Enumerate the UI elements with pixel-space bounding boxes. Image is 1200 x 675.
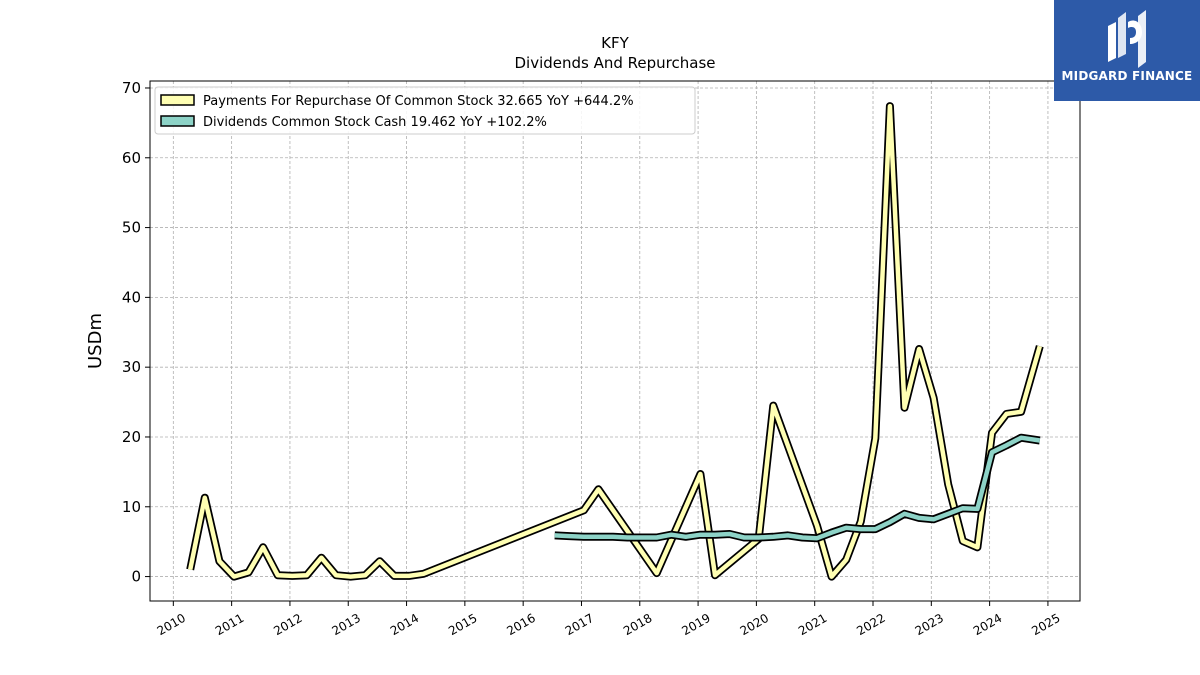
x-tick-label: 2015 bbox=[446, 611, 479, 638]
y-axis: 0 10 20 30 40 50 60 70 bbox=[122, 79, 150, 586]
logo-text: MIDGARD FINANCE bbox=[1061, 69, 1193, 83]
chart-title: KFY bbox=[601, 34, 629, 52]
y-axis-label: USDm bbox=[85, 313, 106, 369]
x-tick-label: 2021 bbox=[796, 611, 829, 638]
y-tick-label: 10 bbox=[122, 498, 141, 516]
y-tick-label: 70 bbox=[122, 79, 141, 97]
grid bbox=[150, 81, 1080, 601]
x-tick-label: 2012 bbox=[271, 611, 304, 638]
y-tick-label: 20 bbox=[122, 428, 141, 446]
x-tick-label: 2019 bbox=[679, 611, 712, 638]
legend-swatch bbox=[160, 94, 195, 106]
x-tick-label: 2010 bbox=[155, 611, 188, 638]
x-tick-label: 2014 bbox=[388, 611, 421, 638]
plot-frame bbox=[149, 80, 1081, 602]
series-line bbox=[187, 103, 1042, 579]
midgard-logo: MIDGARD FINANCE bbox=[1054, 0, 1200, 101]
legend-swatch bbox=[160, 115, 195, 127]
series-line-outline bbox=[186, 102, 1044, 581]
x-tick-label: 2017 bbox=[563, 611, 596, 638]
series-0 bbox=[186, 102, 1044, 581]
x-axis: 2010 2011 2012 2013 2014 2015 2016 2017 2018 2019… bbox=[155, 601, 1063, 638]
x-tick-label: 2013 bbox=[330, 611, 363, 638]
series-1 bbox=[554, 433, 1041, 543]
x-tick-label: 2016 bbox=[504, 611, 537, 638]
chart-subtitle: Dividends And Repurchase bbox=[514, 54, 715, 72]
y-tick-label: 60 bbox=[122, 149, 141, 167]
series-line-outline bbox=[554, 433, 1041, 543]
x-tick-label: 2024 bbox=[971, 611, 1004, 638]
y-tick-label: 50 bbox=[122, 219, 141, 237]
legend-label: Payments For Repurchase Of Common Stock … bbox=[203, 94, 634, 109]
midgard-logo-icon bbox=[1108, 10, 1146, 68]
x-tick-label: 2018 bbox=[621, 611, 654, 638]
series-line bbox=[554, 435, 1041, 541]
x-tick-label: 2025 bbox=[1029, 611, 1062, 638]
legend-label: Dividends Common Stock Cash 19.462 YoY +… bbox=[203, 115, 547, 130]
x-tick-label: 2020 bbox=[738, 611, 771, 638]
y-tick-label: 30 bbox=[122, 358, 141, 376]
legend-box bbox=[154, 86, 696, 135]
x-tick-label: 2011 bbox=[213, 611, 246, 638]
legend: Payments For Repurchase Of Common Stock … bbox=[154, 86, 696, 135]
y-tick-label: 0 bbox=[131, 568, 141, 586]
x-tick-label: 2022 bbox=[854, 611, 887, 638]
y-tick-label: 40 bbox=[122, 288, 141, 306]
series-layer bbox=[186, 102, 1044, 581]
x-tick-label: 2023 bbox=[913, 611, 946, 638]
